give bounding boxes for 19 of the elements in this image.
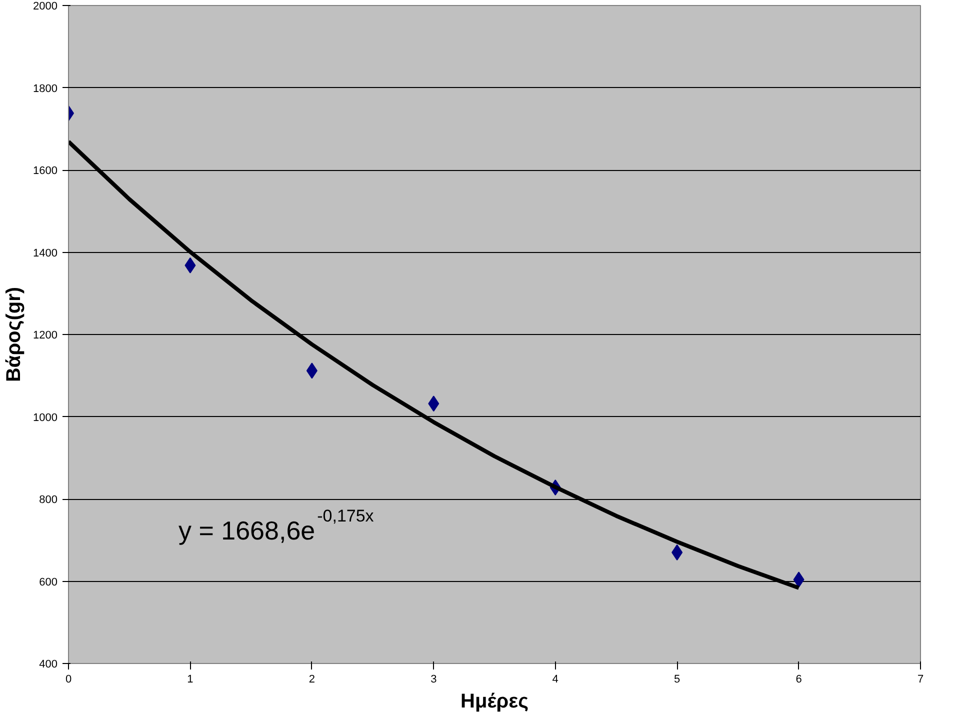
y-tick-label: 1400 — [33, 247, 58, 260]
y-tick-label: 1600 — [33, 165, 58, 177]
x-axis-title: Ημέρες — [460, 690, 528, 712]
y-tick-label: 2000 — [33, 0, 58, 12]
x-tick-label: 0 — [65, 674, 72, 686]
x-tick-label: 2 — [308, 674, 315, 686]
y-tick-label: 1800 — [33, 82, 58, 95]
x-tick-label: 5 — [674, 674, 680, 686]
y-tick-label: 1200 — [33, 330, 58, 342]
y-tick-label: 600 — [39, 576, 58, 588]
y-tick-label: 400 — [39, 658, 58, 670]
y-tick-label: 800 — [39, 494, 58, 506]
x-tick-label: 3 — [430, 674, 437, 686]
x-tick-label: 1 — [187, 674, 194, 686]
x-tick-label: 4 — [552, 674, 558, 686]
x-tick-label: 7 — [917, 674, 924, 686]
y-axis-title: Βάρος(gr) — [3, 286, 26, 382]
x-tick-label: 6 — [796, 674, 802, 686]
y-tick-label: 1000 — [33, 412, 58, 424]
